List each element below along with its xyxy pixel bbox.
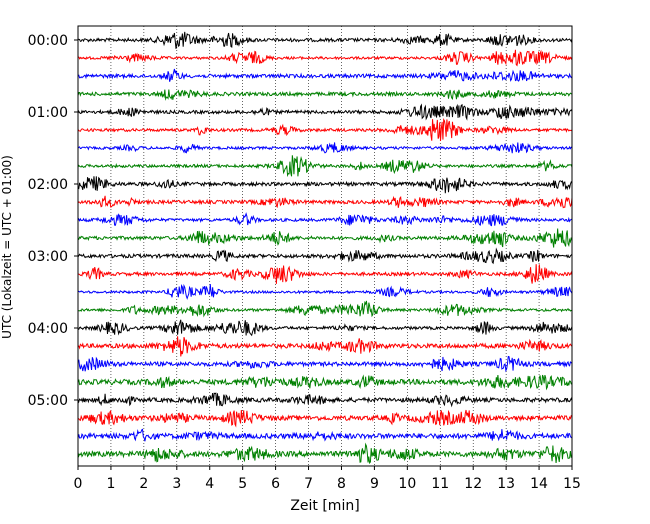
- trace-0230: [77, 212, 573, 227]
- x-tick-label: 3: [172, 476, 181, 492]
- trace-0045: [77, 89, 573, 101]
- x-tick-label: 7: [304, 476, 313, 492]
- trace-0400: [78, 319, 573, 337]
- trace-0200: [77, 176, 573, 194]
- trace-0430: [77, 355, 573, 373]
- x-tick-label: 12: [464, 476, 482, 492]
- trace-0415: [77, 336, 573, 357]
- x-tick-label: 1: [106, 476, 115, 492]
- trace-0530: [77, 428, 573, 442]
- trace-0215: [77, 195, 573, 209]
- trace-0015: [77, 49, 573, 67]
- x-tick-label: 15: [563, 476, 581, 492]
- trace-0115: [77, 117, 573, 142]
- x-tick-label: 6: [271, 476, 280, 492]
- y-tick-label: 01:00: [28, 105, 68, 121]
- trace-0445: [77, 374, 573, 391]
- trace-0300: [77, 247, 573, 265]
- y-axis-title: UTC (Lokalzeit = UTC + 01:00): [0, 155, 14, 339]
- x-tick-label: 13: [497, 476, 515, 492]
- trace-0000: [77, 31, 573, 49]
- x-tick-label: 4: [205, 476, 214, 492]
- plot-area: [78, 26, 572, 466]
- y-tick-label: 05:00: [28, 393, 68, 409]
- trace-0330: [77, 283, 573, 300]
- x-tick-label: 14: [530, 476, 548, 492]
- trace-0030: [77, 68, 573, 82]
- x-axis: 0 1 2 3 4 5 6 7 8 9 10 11 12 13 14 15: [74, 466, 581, 492]
- x-tick-label: 5: [238, 476, 247, 492]
- trace-0100: [77, 103, 573, 121]
- grid-layer: [110, 26, 540, 466]
- y-tick-label: 02:00: [28, 177, 68, 193]
- y-tick-label: 04:00: [28, 321, 68, 337]
- x-axis-title: Zeit [min]: [290, 498, 359, 514]
- trace-0245: [77, 228, 573, 248]
- y-tick-label: 03:00: [28, 249, 68, 265]
- trace-0500: [77, 392, 573, 408]
- x-tick-label: 0: [74, 476, 83, 492]
- trace-0515: [77, 409, 573, 428]
- x-tick-label: 11: [431, 476, 449, 492]
- trace-0545: [77, 442, 573, 465]
- trace-layer: [77, 31, 573, 465]
- y-axis: 00:00 01:00 02:00 03:00 04:00 05:00: [28, 33, 78, 409]
- y-tick-label: 00:00: [28, 33, 68, 49]
- trace-0130: [77, 142, 573, 154]
- trace-0315: [77, 264, 573, 284]
- plot-frame: [77, 25, 573, 467]
- trace-0145: [77, 155, 573, 178]
- x-tick-label: 8: [337, 476, 346, 492]
- trace-0345: [77, 300, 573, 318]
- x-tick-label: 10: [398, 476, 416, 492]
- x-tick-label: 2: [139, 476, 148, 492]
- x-tick-label: 9: [370, 476, 379, 492]
